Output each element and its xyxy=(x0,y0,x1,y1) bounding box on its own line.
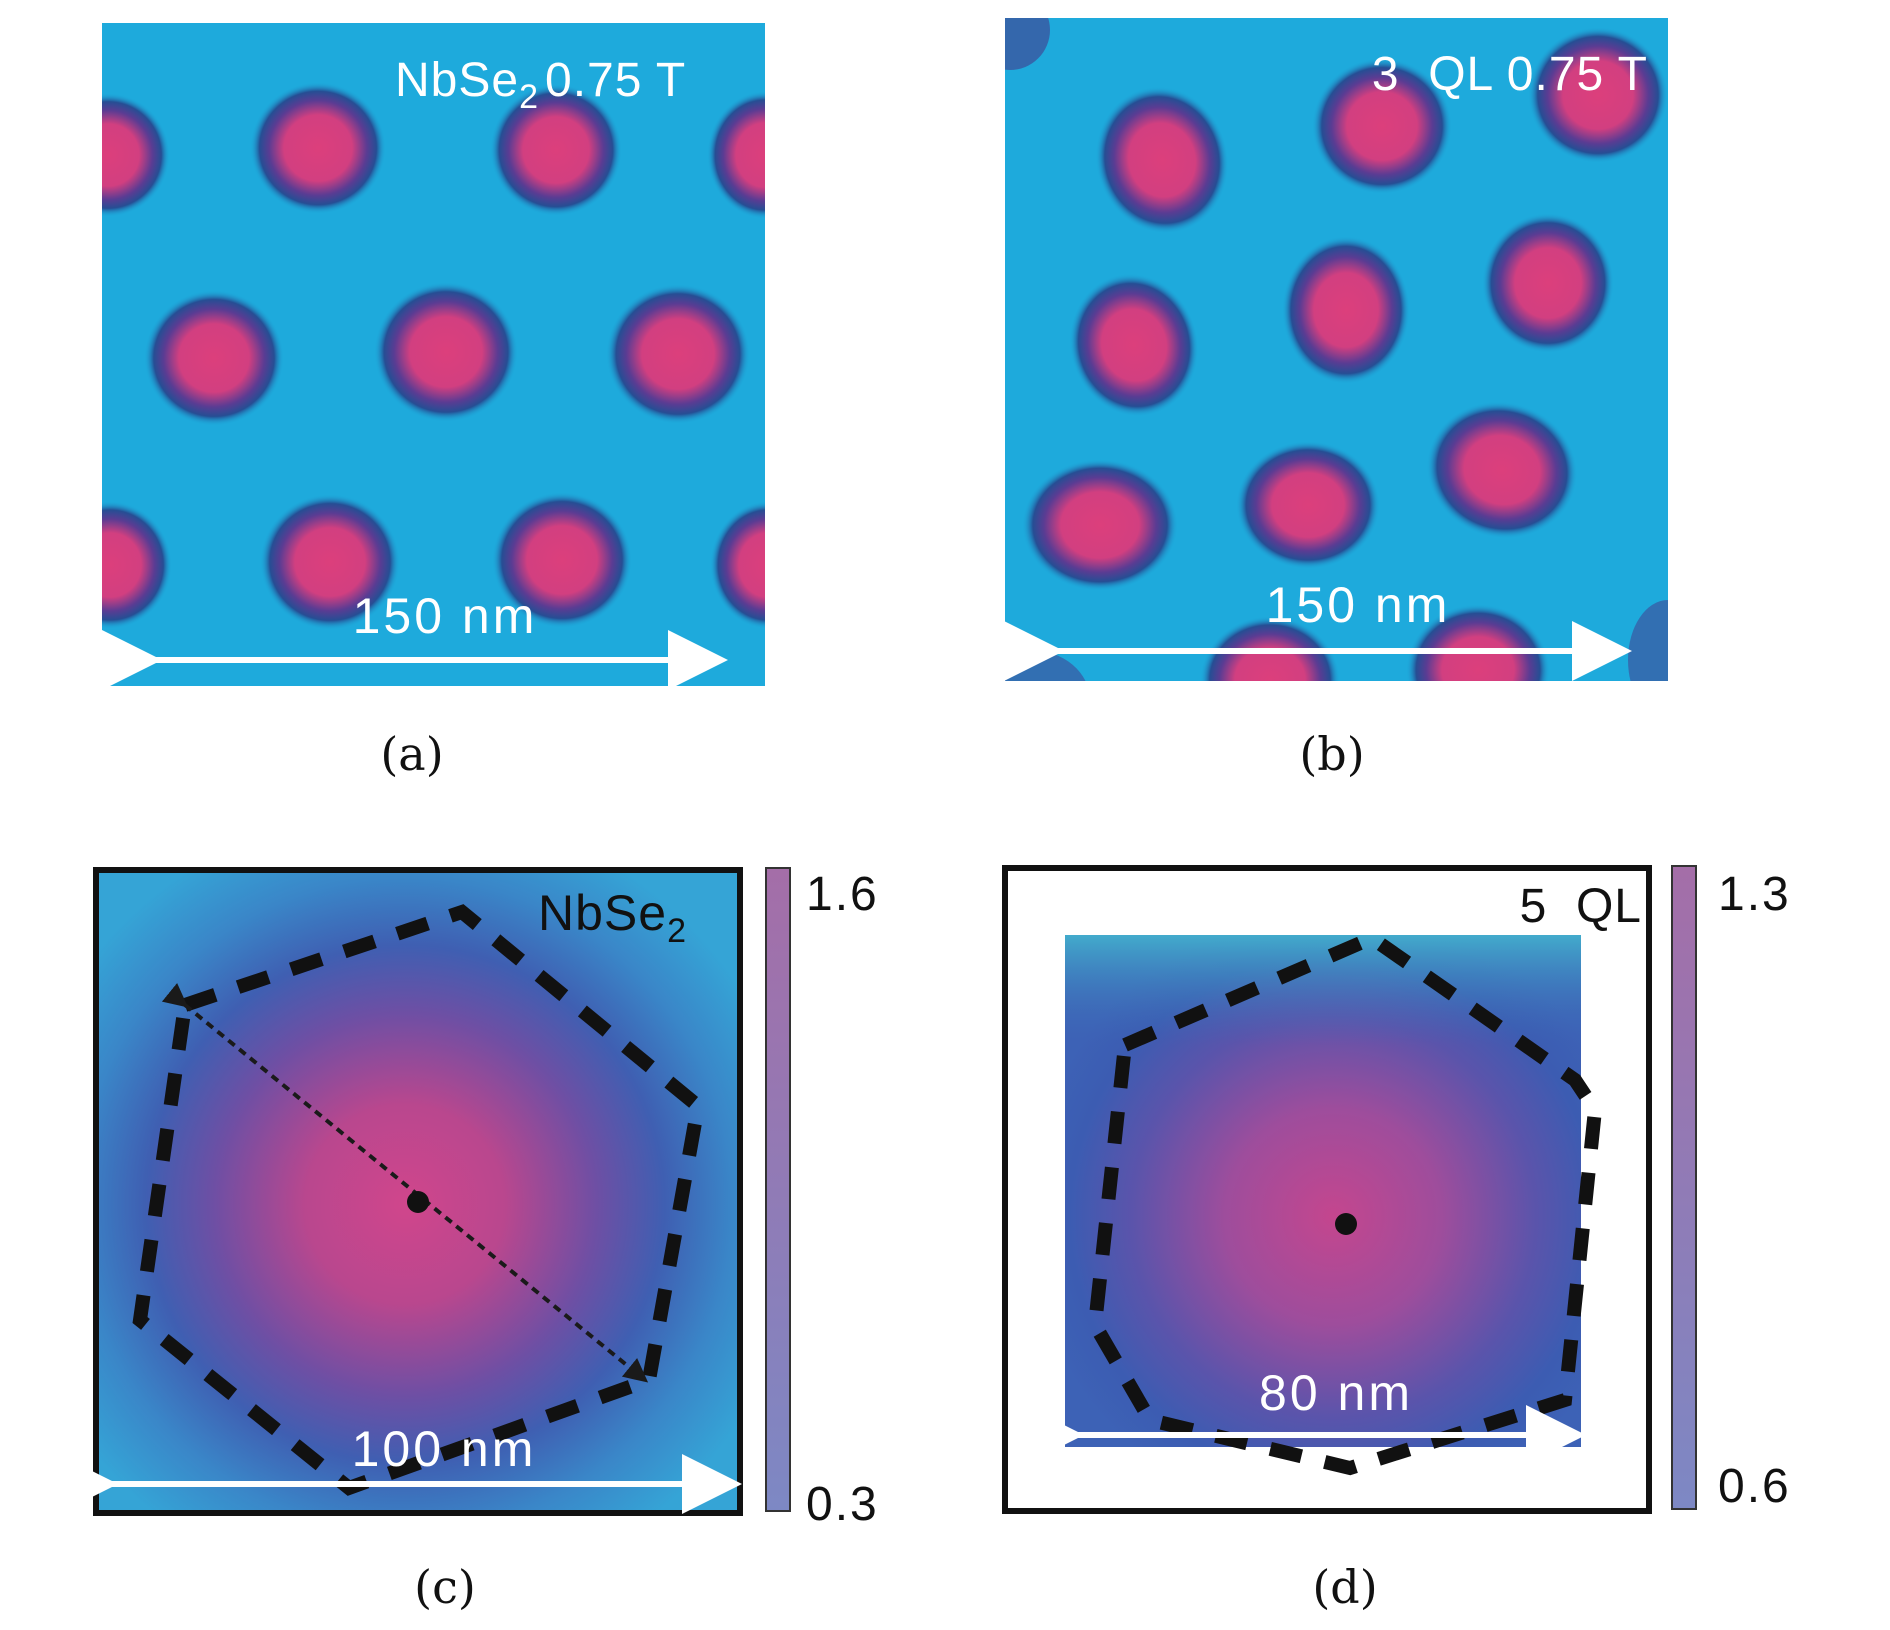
panel-a-title: NbSe2 0.75 T xyxy=(395,54,686,116)
panel-d-center-dot xyxy=(1335,1213,1357,1235)
vortex xyxy=(1426,401,1578,539)
panel-c-colorbar xyxy=(765,867,791,1512)
panel-b-scale-label: 150 nm xyxy=(1266,577,1451,633)
vortex xyxy=(710,501,765,629)
vortex xyxy=(102,93,170,217)
vortex xyxy=(260,494,400,630)
vortex xyxy=(1236,441,1380,569)
panel-c-center-dot xyxy=(407,1191,429,1213)
vortex xyxy=(1022,459,1178,591)
vortex xyxy=(1628,600,1668,681)
panel-b-title: 3 QL 0.75 T xyxy=(1372,48,1648,101)
vortex xyxy=(1312,58,1452,194)
panel-d-colorbar-max: 1.3 xyxy=(1718,868,1791,921)
panel-d-colorbar xyxy=(1671,865,1697,1510)
panel-c-scale-label: 100 nm xyxy=(352,1421,537,1477)
panel-d: 5 QL 80 nm 1.3 0.6 (d) xyxy=(1002,865,1791,1614)
vortex xyxy=(606,284,750,424)
vortex xyxy=(1069,273,1199,417)
vortex xyxy=(102,501,172,629)
vortex xyxy=(1482,213,1614,353)
vortex xyxy=(1200,616,1340,681)
vortex xyxy=(492,492,632,628)
vortex xyxy=(707,91,765,219)
panel-d-caption: (d) xyxy=(1312,1560,1377,1614)
panel-b: 3 QL 0.75 T 150 nm (b) xyxy=(1004,18,1668,781)
panel-c-hexagon xyxy=(132,904,706,1496)
panel-c: NbSe2 100 nm 1.6 0.3 (c) xyxy=(58,867,879,1614)
panel-c-colorbar-min: 0.3 xyxy=(806,1478,879,1531)
panel-d-top-noise xyxy=(1065,935,1581,1045)
panel-a-caption: (a) xyxy=(380,727,443,781)
panel-d-hexagon xyxy=(1087,930,1603,1476)
panel-a: NbSe2 0.75 T 150 nm (a) xyxy=(102,23,765,781)
vortex xyxy=(1005,650,1086,681)
vortex xyxy=(1528,27,1668,163)
panel-d-title: 5 QL xyxy=(1520,880,1642,933)
panel-d-colorbar-min: 0.6 xyxy=(1718,1460,1791,1513)
panel-c-caption: (c) xyxy=(414,1560,476,1614)
panel-b-caption: (b) xyxy=(1299,727,1364,781)
panel-a-vortices xyxy=(102,82,765,630)
vortex xyxy=(490,84,622,216)
vortex xyxy=(1095,86,1229,234)
vortex xyxy=(1005,18,1050,70)
panel-c-colorbar-max: 1.6 xyxy=(806,868,879,921)
vortex xyxy=(144,290,284,426)
vortex xyxy=(250,82,386,214)
panel-c-title: NbSe2 xyxy=(538,885,687,950)
panel-d-scale-label: 80 nm xyxy=(1259,1365,1413,1421)
panel-a-scale-label: 150 nm xyxy=(353,588,538,644)
vortex xyxy=(374,282,518,422)
vortex xyxy=(1282,236,1410,384)
